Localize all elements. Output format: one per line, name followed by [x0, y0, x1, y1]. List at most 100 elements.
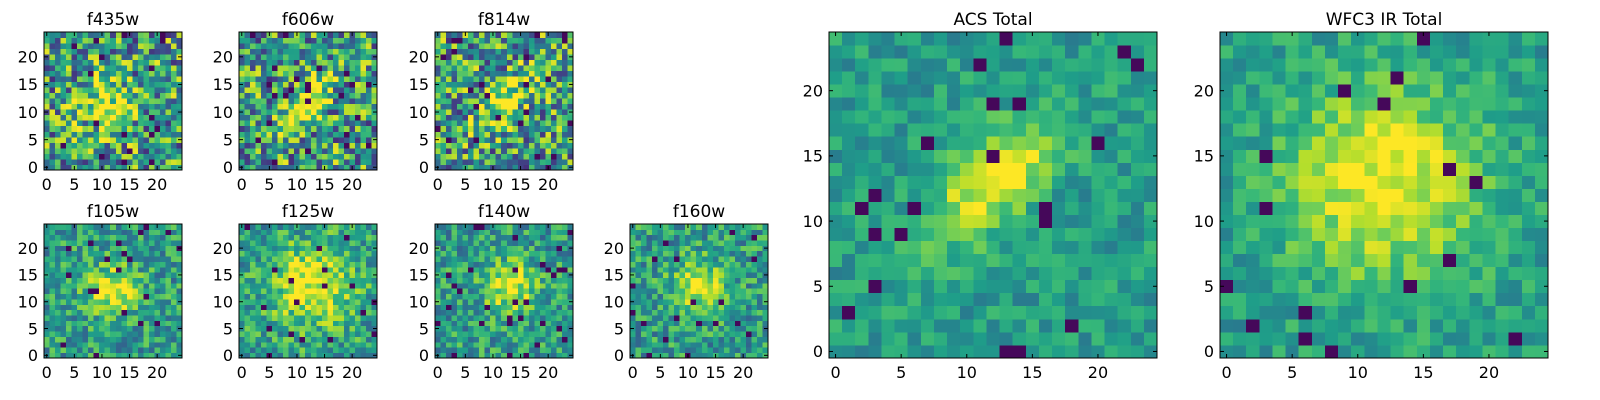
heatmap-cell: [143, 266, 150, 273]
heatmap-cell: [71, 277, 78, 284]
heatmap-cell: [462, 325, 469, 332]
heatmap-cell: [473, 59, 480, 66]
heatmap-cell: [762, 277, 769, 284]
heatmap-cell: [657, 245, 664, 252]
heatmap-cell: [115, 288, 122, 295]
heatmap-cell: [517, 158, 524, 165]
heatmap-cell: [556, 120, 563, 127]
heatmap-cell: [842, 318, 856, 333]
heatmap-cell: [907, 149, 922, 163]
heatmap-cell: [349, 147, 356, 154]
heatmap-cell: [723, 320, 730, 327]
heatmap-cell: [567, 320, 574, 327]
heatmap-cell: [484, 158, 491, 165]
heatmap-cell: [261, 266, 267, 273]
heatmap-cell: [349, 293, 356, 300]
x-tick-label: 10: [678, 363, 698, 382]
heatmap-cell: [729, 229, 736, 236]
heatmap-cell: [762, 331, 769, 337]
heatmap-cell: [829, 214, 843, 228]
heatmap-cell: [77, 120, 84, 127]
heatmap-cell: [327, 54, 334, 60]
heatmap-cell: [283, 341, 290, 348]
heatmap-cell: [148, 336, 155, 343]
heatmap-cell: [1012, 292, 1027, 307]
heatmap-cell: [288, 59, 295, 66]
heatmap-cell: [685, 293, 692, 300]
heatmap-cell: [159, 70, 166, 77]
heatmap-cell: [652, 341, 658, 348]
heatmap-cell: [305, 136, 312, 143]
heatmap-cell: [266, 37, 273, 44]
heatmap-cell: [310, 240, 317, 246]
heatmap-cell: [855, 253, 869, 268]
heatmap-cell: [545, 250, 552, 257]
heatmap-cell: [457, 87, 463, 94]
heatmap-cell: [1012, 162, 1027, 176]
heatmap-cell: [332, 59, 339, 66]
heatmap-cell: [60, 282, 67, 289]
heatmap-cell: [148, 256, 155, 262]
heatmap-cell: [82, 229, 89, 236]
heatmap-cell: [462, 320, 469, 327]
heatmap-cell: [506, 125, 513, 132]
heatmap-cell: [446, 70, 452, 77]
heatmap-cell: [484, 131, 491, 138]
heatmap-cell: [729, 256, 736, 262]
heatmap-cell: [104, 48, 111, 55]
heatmap-cell: [657, 336, 664, 343]
heatmap-cell: [338, 245, 345, 252]
heatmap-cell: [44, 347, 50, 354]
heatmap-cell: [44, 261, 50, 268]
heatmap-cell: [484, 261, 491, 268]
y-tick-label: 0: [614, 346, 624, 365]
heatmap-cell: [523, 245, 530, 252]
heatmap-cell: [110, 229, 117, 236]
heatmap-cell: [299, 347, 306, 354]
heatmap-cell: [451, 325, 458, 332]
heatmap-cell: [327, 131, 334, 138]
heatmap-cell: [490, 315, 497, 321]
heatmap-cell: [277, 59, 284, 66]
heatmap-cell: [1130, 162, 1145, 176]
heatmap-cell: [239, 277, 245, 284]
heatmap-cell: [881, 279, 895, 294]
heatmap-cell: [305, 70, 312, 77]
heatmap-cell: [176, 153, 183, 160]
heatmap-cell: [60, 109, 67, 116]
heatmap-cell: [457, 120, 463, 127]
heatmap-cell: [55, 59, 61, 66]
heatmap-cell: [479, 250, 486, 257]
heatmap-cell: [973, 318, 987, 333]
heatmap-cell: [1117, 344, 1132, 359]
heatmap-cell: [495, 76, 502, 83]
heatmap-cell: [305, 240, 312, 246]
heatmap-cell: [288, 153, 295, 160]
heatmap-cell: [907, 214, 922, 228]
heatmap-cell: [435, 37, 441, 44]
heatmap-cell: [299, 142, 306, 149]
heatmap-cell: [305, 81, 312, 88]
heatmap-cell: [517, 142, 524, 149]
heatmap-cell: [1065, 266, 1079, 281]
x-tick-label: 10: [287, 175, 307, 194]
heatmap-cell: [159, 32, 166, 38]
heatmap-cell: [354, 54, 361, 60]
heatmap-cell: [734, 352, 741, 359]
heatmap-cell: [294, 125, 301, 132]
heatmap-cell: [641, 250, 647, 257]
heatmap-cell: [501, 54, 508, 60]
heatmap-cell: [550, 164, 557, 171]
heatmap-cell: [479, 43, 486, 49]
heatmap-cell: [534, 76, 541, 83]
heatmap-cell: [457, 325, 463, 332]
heatmap-cell: [712, 309, 719, 316]
heatmap-cell: [60, 261, 67, 268]
heatmap-cell: [868, 331, 882, 346]
panel-title: f125w: [282, 202, 334, 222]
heatmap-cell: [679, 277, 686, 284]
heatmap-cell: [360, 43, 367, 49]
heatmap-cell: [696, 272, 703, 278]
heatmap-cell: [440, 92, 447, 99]
heatmap-cell: [305, 293, 312, 300]
